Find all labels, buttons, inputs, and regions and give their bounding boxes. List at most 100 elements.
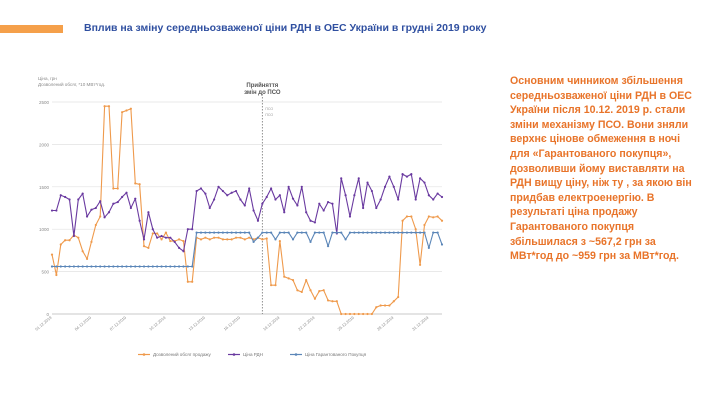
data-point-3: [72, 265, 76, 268]
data-point-3: [138, 265, 141, 268]
data-point-3: [151, 265, 154, 268]
data-point-3: [81, 265, 84, 268]
data-point-3: [283, 231, 286, 234]
data-point-1: [151, 232, 154, 235]
data-point-2: [59, 194, 62, 197]
event-annotation: Прийняття: [246, 82, 278, 89]
data-point-1: [410, 215, 413, 218]
data-point-2: [64, 195, 67, 199]
data-point-3: [77, 265, 80, 268]
data-point-3: [414, 231, 417, 234]
data-point-2: [436, 192, 439, 195]
data-point-1: [142, 245, 146, 248]
data-point-2: [357, 177, 360, 180]
data-point-3: [68, 265, 71, 268]
data-point-1: [313, 297, 317, 300]
data-point-1: [68, 239, 71, 242]
data-point-3: [121, 265, 124, 268]
data-point-3: [59, 265, 62, 268]
data-point-2: [248, 187, 251, 190]
data-point-3: [107, 265, 111, 268]
data-point-1: [383, 304, 387, 307]
data-point-3: [296, 231, 299, 234]
data-point-3: [160, 265, 163, 268]
event-annotation: змін до ПСО: [244, 90, 281, 96]
data-point-2: [432, 198, 435, 201]
data-point-1: [278, 239, 281, 243]
data-point-2: [85, 215, 89, 218]
data-point-1: [265, 237, 268, 240]
data-point-3: [375, 231, 378, 234]
data-point-1: [50, 253, 54, 256]
data-point-2: [370, 189, 373, 193]
y-tick-label: 500: [41, 270, 49, 275]
data-point-2: [99, 200, 102, 203]
data-point-2: [129, 206, 132, 210]
data-point-3: [322, 231, 325, 234]
data-point-3: [397, 231, 400, 234]
data-point-2: [164, 236, 168, 239]
legend-label: Дозволений обсяг продажу: [153, 351, 212, 357]
data-point-2: [353, 194, 356, 197]
data-point-3: [177, 265, 181, 268]
data-point-2: [191, 228, 194, 231]
data-point-2: [107, 211, 111, 214]
data-point-3: [340, 231, 343, 234]
x-tick-label: 25.12.2019: [336, 314, 355, 331]
data-point-1: [296, 289, 299, 292]
data-point-3: [331, 231, 334, 234]
y-axis-label: Ціна, грн: [38, 76, 57, 81]
data-point-1: [357, 312, 360, 316]
data-point-1: [112, 187, 115, 190]
legend-marker: [232, 353, 236, 356]
data-point-1: [239, 236, 242, 239]
explanation-text: Основним чинником збільшення середньозва…: [510, 75, 692, 263]
data-point-2: [410, 172, 413, 176]
legend-label: Ціна Гарантованого Покупця: [305, 352, 367, 357]
data-point-1: [129, 107, 132, 110]
data-point-2: [427, 194, 430, 197]
data-point-3: [300, 231, 303, 234]
data-point-1: [221, 238, 224, 241]
data-point-1: [436, 215, 439, 218]
data-point-3: [204, 231, 207, 234]
data-point-2: [160, 234, 163, 238]
x-tick-label: 22.12.2019: [297, 314, 316, 331]
data-point-1: [344, 312, 347, 316]
data-point-3: [357, 231, 360, 234]
data-point-1: [191, 280, 194, 283]
data-point-1: [335, 300, 338, 303]
data-point-2: [81, 192, 84, 195]
data-point-3: [213, 231, 216, 234]
data-point-2: [226, 194, 229, 197]
data-point-3: [265, 231, 268, 234]
data-point-2: [243, 204, 246, 207]
data-point-3: [388, 231, 391, 234]
data-point-2: [423, 181, 426, 184]
data-point-2: [125, 191, 128, 194]
data-point-2: [278, 194, 281, 197]
data-point-1: [103, 105, 106, 108]
data-point-2: [77, 198, 80, 201]
data-point-1: [121, 111, 124, 114]
data-point-1: [291, 278, 295, 282]
data-point-3: [169, 265, 172, 268]
y-tick-label: 0: [46, 312, 49, 317]
data-point-3: [291, 238, 295, 241]
data-point-1: [217, 236, 220, 239]
data-point-1: [177, 238, 181, 241]
data-point-2: [366, 181, 369, 184]
data-point-3: [278, 231, 281, 234]
event-annotation-small: ПСО: [265, 107, 273, 111]
data-point-1: [322, 289, 325, 292]
data-point-1: [186, 280, 189, 283]
data-point-2: [239, 198, 242, 201]
data-point-1: [208, 238, 211, 241]
data-point-2: [199, 187, 203, 190]
data-point-1: [199, 238, 203, 241]
data-point-1: [116, 187, 119, 190]
data-point-3: [313, 231, 317, 234]
data-point-2: [379, 198, 382, 201]
legend-marker: [294, 353, 298, 356]
data-point-3: [344, 238, 347, 241]
